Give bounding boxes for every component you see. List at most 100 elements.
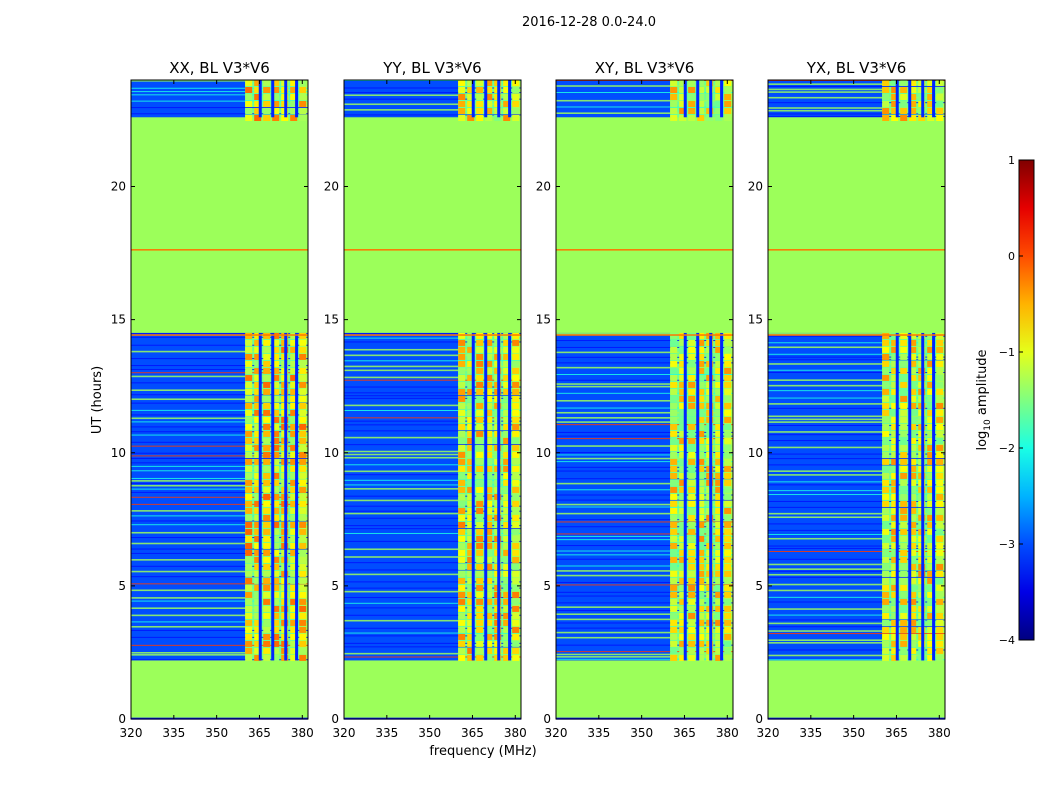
band-cell xyxy=(476,605,484,612)
band-cell xyxy=(299,367,307,374)
band-cell xyxy=(724,360,732,367)
time-streak xyxy=(131,87,308,89)
band-cell xyxy=(503,360,511,367)
band-cell xyxy=(882,101,890,107)
band-cell xyxy=(299,633,307,640)
time-streak xyxy=(344,332,521,334)
band-cell xyxy=(476,115,484,121)
band-cell xyxy=(670,584,678,591)
band-cell xyxy=(290,451,298,458)
band-cell xyxy=(458,542,466,549)
band-cell xyxy=(512,528,520,535)
band-cell xyxy=(254,472,262,479)
band-cell xyxy=(485,493,493,500)
band-cell xyxy=(290,542,298,549)
band-cell xyxy=(290,94,298,100)
band-cell xyxy=(503,584,511,591)
band-cell xyxy=(715,374,723,381)
time-streak xyxy=(768,639,945,641)
band-cell xyxy=(679,528,687,535)
band-cell xyxy=(476,556,484,563)
flagged-channel xyxy=(258,80,262,118)
band-cell xyxy=(254,507,262,514)
band-cell xyxy=(679,339,687,346)
rfi-line xyxy=(556,334,733,336)
band-cell xyxy=(503,346,511,353)
band-cell xyxy=(467,395,475,402)
band-cell xyxy=(245,87,253,93)
time-streak xyxy=(556,411,733,414)
band-cell xyxy=(909,619,917,626)
band-cell xyxy=(891,605,899,612)
band-cell xyxy=(485,367,493,374)
band-cell xyxy=(290,626,298,633)
time-streak xyxy=(344,395,521,397)
band-cell xyxy=(679,521,687,528)
band-cell xyxy=(909,80,917,86)
time-streak xyxy=(768,342,945,344)
band-cell xyxy=(512,521,520,528)
band-cell xyxy=(254,493,262,500)
band-cell xyxy=(936,654,944,661)
band-cell xyxy=(688,332,696,339)
band-cell xyxy=(290,486,298,493)
observation-block xyxy=(344,332,521,661)
band-cell xyxy=(900,381,908,388)
band-cell xyxy=(882,388,890,395)
band-cell xyxy=(688,388,696,395)
band-cell xyxy=(927,80,935,86)
band-cell xyxy=(467,479,475,486)
band-cell xyxy=(254,353,262,360)
band-cell xyxy=(485,339,493,346)
band-cell xyxy=(299,500,307,507)
band-cell xyxy=(882,458,890,465)
band-cell xyxy=(245,409,253,416)
time-streak xyxy=(131,477,308,479)
band-cell xyxy=(697,500,705,507)
band-cell xyxy=(503,528,511,535)
rfi-line xyxy=(556,249,733,251)
band-cell xyxy=(679,437,687,444)
band-cell xyxy=(263,409,271,416)
band-cell xyxy=(900,444,908,451)
band-cell xyxy=(679,94,687,100)
time-streak xyxy=(344,517,521,519)
band-cell xyxy=(909,514,917,521)
band-cell xyxy=(254,654,262,661)
band-cell xyxy=(254,598,262,605)
time-streak xyxy=(556,362,733,364)
time-streak xyxy=(556,482,733,485)
band-cell xyxy=(936,591,944,598)
band-cell xyxy=(882,556,890,563)
band-cell xyxy=(909,87,917,93)
band-cell xyxy=(670,514,678,521)
time-streak xyxy=(556,653,733,656)
band-cell xyxy=(909,500,917,507)
band-cell xyxy=(476,612,484,619)
band-cell xyxy=(670,521,678,528)
band-cell xyxy=(299,108,307,114)
band-cell xyxy=(299,472,307,479)
band-cell xyxy=(927,486,935,493)
band-cell xyxy=(715,521,723,528)
band-cell xyxy=(467,374,475,381)
observation-block xyxy=(768,80,945,121)
band-cell xyxy=(900,465,908,472)
band-cell xyxy=(512,423,520,430)
y-tick-label: 15 xyxy=(111,313,126,327)
band-cell xyxy=(476,423,484,430)
band-cell xyxy=(272,367,280,374)
band-cell xyxy=(715,360,723,367)
band-cell xyxy=(467,353,475,360)
band-cell xyxy=(272,556,280,563)
band-cell xyxy=(927,479,935,486)
band-cell xyxy=(467,619,475,626)
band-cell xyxy=(503,444,511,451)
y-tick-label: 15 xyxy=(324,313,339,327)
band-cell xyxy=(891,591,899,598)
time-streak xyxy=(344,87,521,89)
band-cell xyxy=(715,535,723,542)
band-cell xyxy=(263,430,271,437)
band-cell xyxy=(458,633,466,640)
band-cell xyxy=(263,87,271,93)
